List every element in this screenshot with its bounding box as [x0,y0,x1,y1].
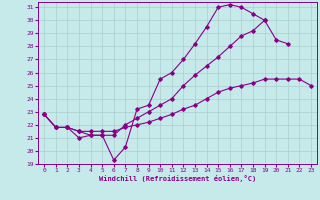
X-axis label: Windchill (Refroidissement éolien,°C): Windchill (Refroidissement éolien,°C) [99,175,256,182]
